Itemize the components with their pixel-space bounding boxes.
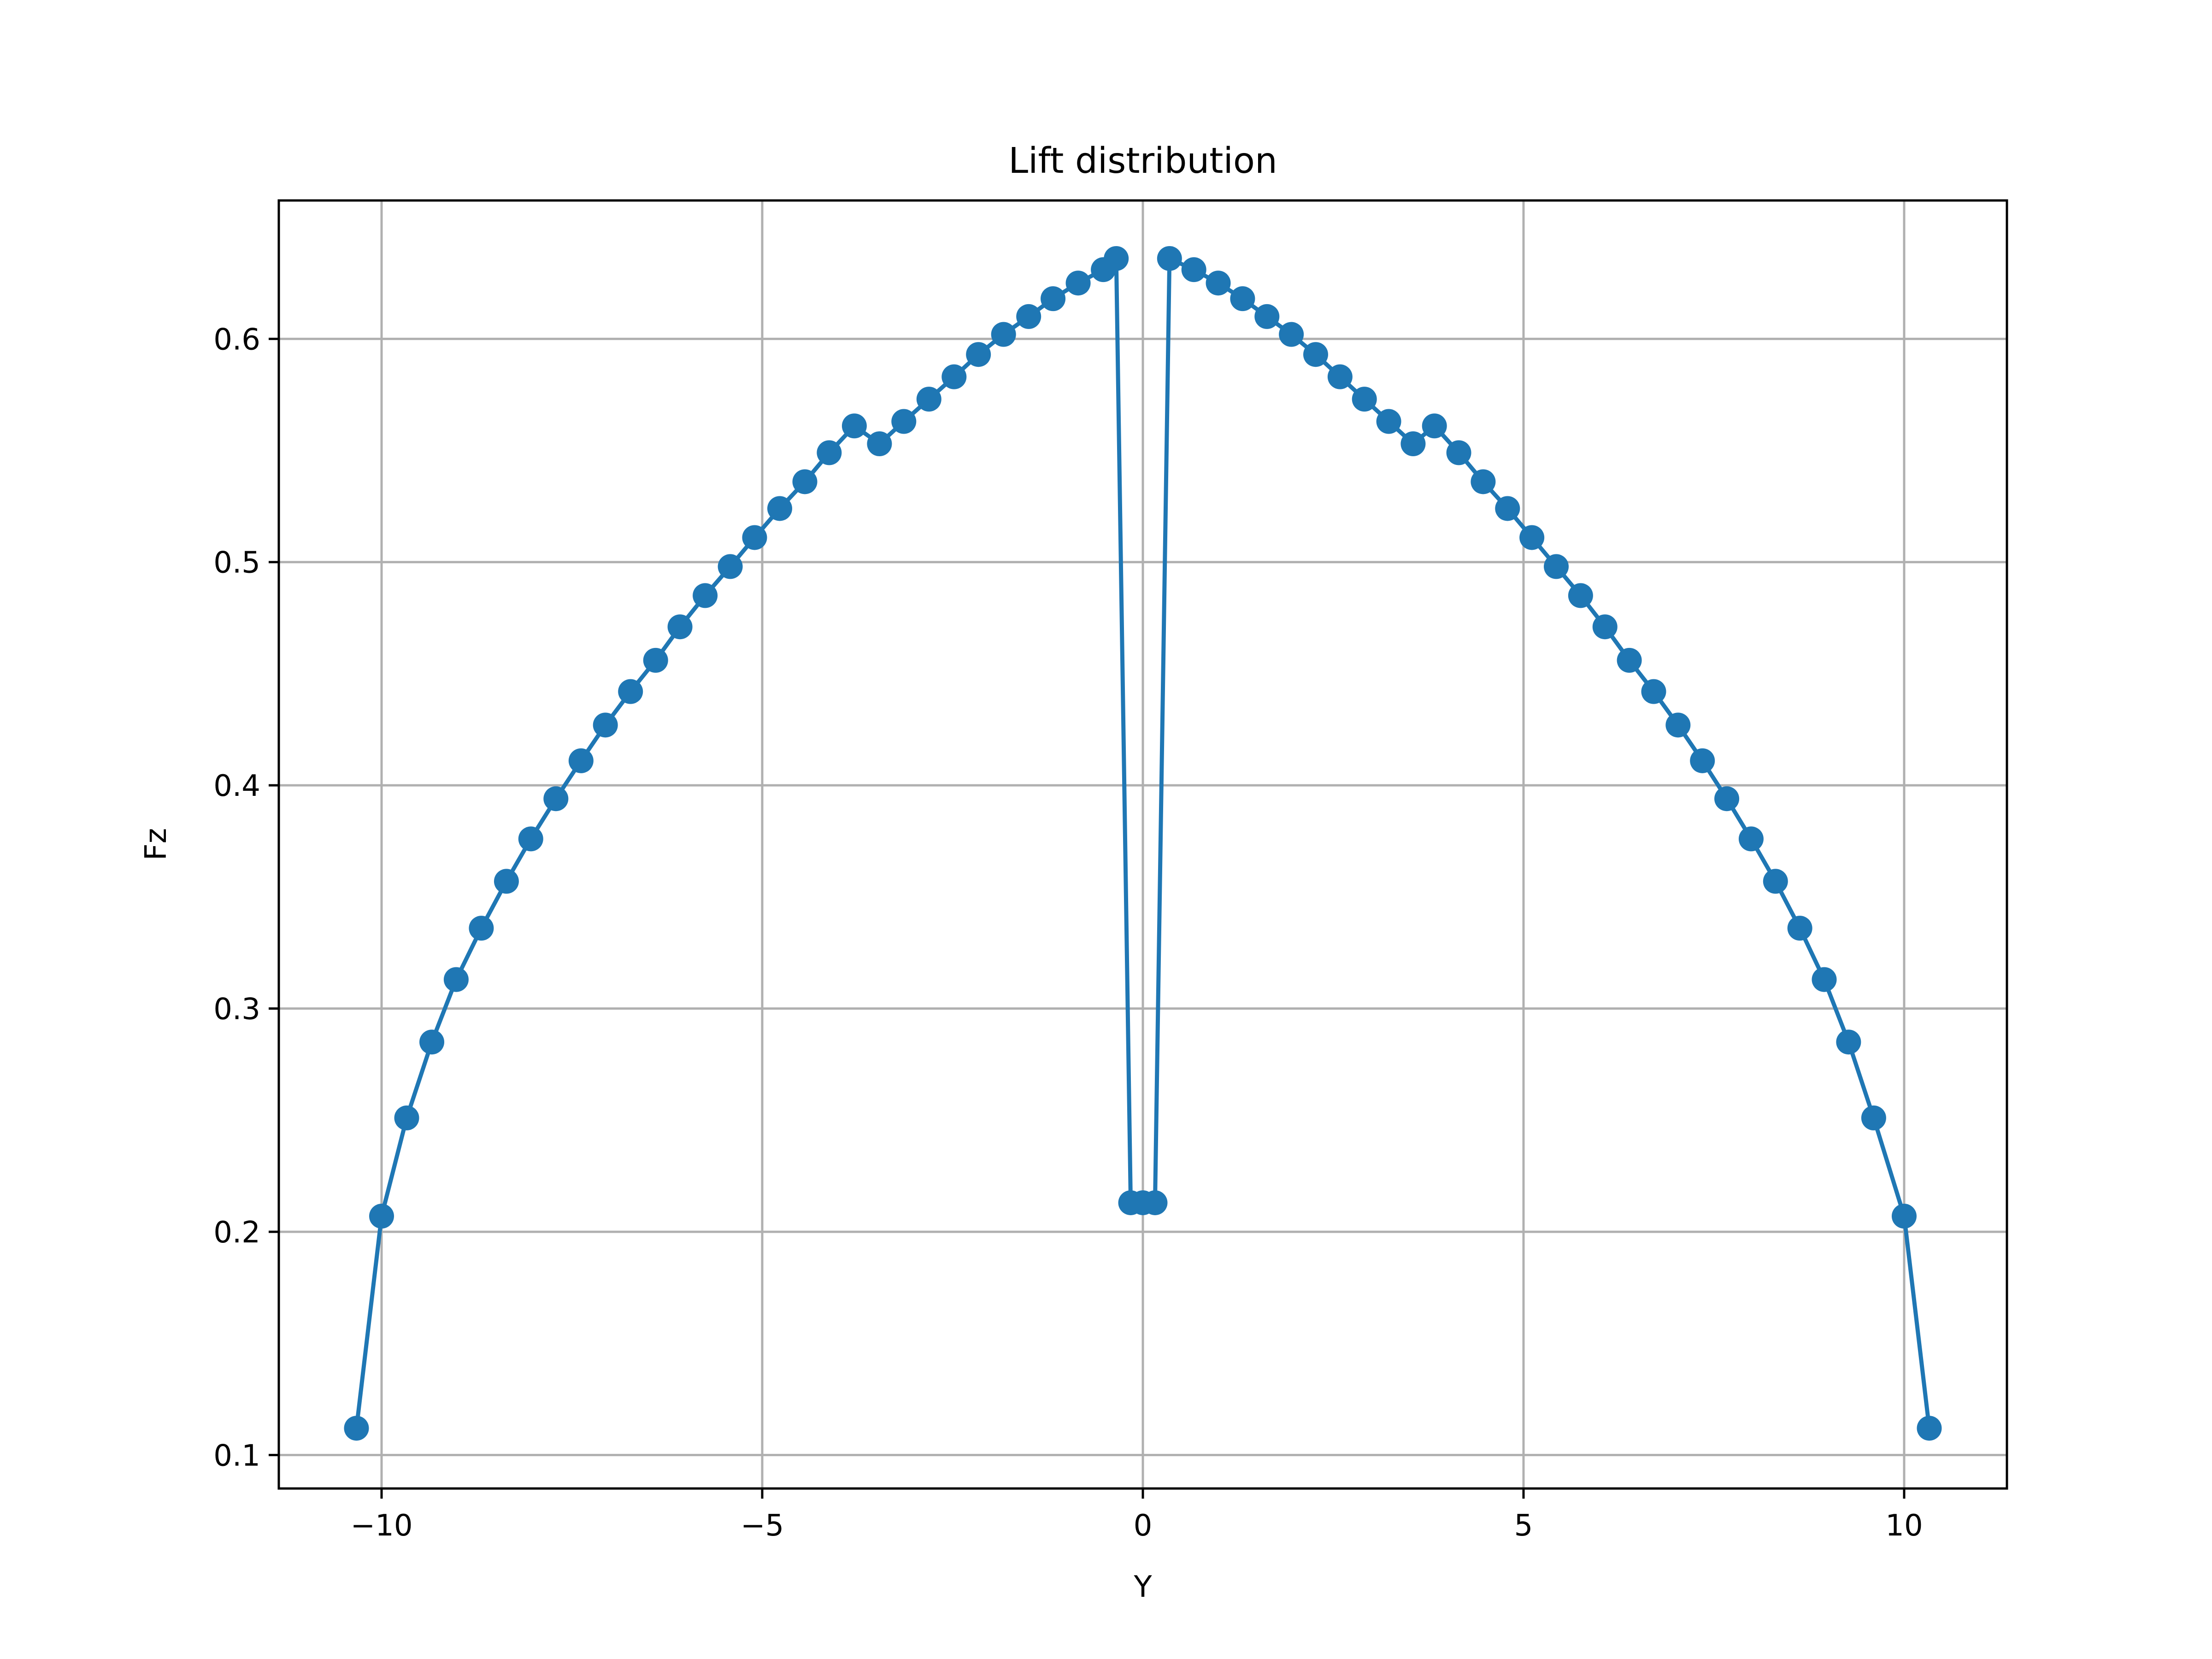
y-tick-label: 0.1 bbox=[213, 1439, 260, 1473]
data-point bbox=[1206, 271, 1231, 296]
data-point bbox=[1016, 304, 1041, 329]
data-point bbox=[667, 614, 693, 640]
data-point bbox=[1422, 413, 1447, 439]
data-point bbox=[419, 1030, 445, 1055]
x-tick-label: 5 bbox=[1514, 1509, 1533, 1543]
data-point bbox=[1303, 342, 1328, 367]
data-point bbox=[966, 342, 991, 367]
y-tick-label: 0.2 bbox=[213, 1216, 260, 1250]
x-axis-ticks: −10 −5 0 5 10 bbox=[350, 1488, 1923, 1543]
x-tick-label: −10 bbox=[350, 1509, 412, 1543]
data-point bbox=[1568, 583, 1593, 608]
data-point bbox=[1157, 246, 1182, 271]
data-point bbox=[1352, 387, 1377, 412]
data-point bbox=[1714, 786, 1740, 812]
data-point bbox=[1142, 1190, 1168, 1215]
data-point bbox=[891, 409, 917, 434]
data-point bbox=[1327, 364, 1353, 389]
data-point bbox=[1812, 967, 1837, 992]
data-point bbox=[767, 496, 793, 521]
data-point bbox=[1617, 647, 1642, 673]
data-point bbox=[1917, 1416, 1942, 1441]
data-point bbox=[1763, 869, 1788, 894]
data-point bbox=[1230, 286, 1255, 312]
data-point bbox=[1665, 712, 1691, 738]
data-point bbox=[518, 826, 543, 852]
data-point bbox=[867, 431, 892, 456]
data-point bbox=[792, 469, 818, 494]
data-point bbox=[817, 440, 842, 465]
data-point bbox=[1861, 1105, 1886, 1130]
chart-title: Lift distribution bbox=[1008, 141, 1277, 182]
y-tick-label: 0.3 bbox=[213, 993, 260, 1027]
data-point bbox=[543, 786, 569, 812]
data-point bbox=[643, 647, 668, 673]
data-point bbox=[469, 916, 494, 941]
x-tick-label: 10 bbox=[1885, 1509, 1923, 1543]
data-point bbox=[1519, 525, 1545, 550]
data-point bbox=[1104, 246, 1129, 271]
data-series bbox=[344, 246, 1942, 1441]
x-tick-label: 0 bbox=[1134, 1509, 1153, 1543]
data-point bbox=[1254, 304, 1280, 329]
data-point bbox=[742, 525, 767, 550]
data-point bbox=[941, 364, 967, 389]
data-point bbox=[369, 1204, 394, 1229]
data-point bbox=[593, 712, 618, 738]
y-axis-label: Fz bbox=[139, 828, 173, 860]
x-axis-label: Y bbox=[1133, 1570, 1152, 1604]
y-axis-ticks: 0.1 0.2 0.3 0.4 0.5 0.6 bbox=[213, 323, 279, 1473]
x-tick-label: −5 bbox=[741, 1509, 784, 1543]
data-point bbox=[693, 583, 718, 608]
data-point bbox=[1738, 826, 1764, 852]
data-point bbox=[1787, 916, 1812, 941]
data-point bbox=[1041, 286, 1066, 312]
data-point bbox=[344, 1416, 369, 1441]
data-point bbox=[991, 322, 1016, 347]
data-point bbox=[718, 554, 743, 579]
data-point bbox=[394, 1105, 419, 1130]
y-tick-label: 0.4 bbox=[213, 769, 260, 803]
data-point bbox=[1592, 614, 1618, 640]
data-point bbox=[841, 413, 867, 439]
data-point bbox=[1471, 469, 1496, 494]
grid bbox=[279, 200, 2007, 1488]
data-point bbox=[1279, 322, 1304, 347]
data-point bbox=[568, 748, 594, 773]
data-point bbox=[1446, 440, 1471, 465]
data-point bbox=[1495, 496, 1520, 521]
data-point bbox=[916, 387, 941, 412]
data-point bbox=[618, 679, 643, 704]
data-point bbox=[1400, 431, 1426, 456]
data-point bbox=[1544, 554, 1569, 579]
data-point bbox=[1690, 748, 1715, 773]
data-point bbox=[1891, 1204, 1917, 1229]
data-point bbox=[1376, 409, 1401, 434]
data-point bbox=[494, 869, 519, 894]
data-point bbox=[1641, 679, 1666, 704]
data-point bbox=[1836, 1030, 1861, 1055]
data-point bbox=[1181, 257, 1206, 282]
y-tick-label: 0.5 bbox=[213, 546, 260, 580]
y-tick-label: 0.6 bbox=[213, 323, 260, 357]
data-point bbox=[1065, 271, 1091, 296]
data-point bbox=[443, 967, 469, 992]
